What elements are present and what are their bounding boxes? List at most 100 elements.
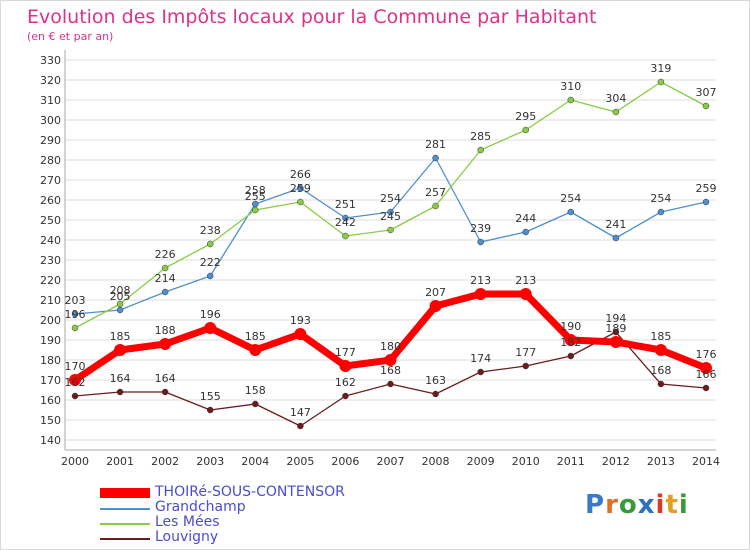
data-labels: 203 205 214 222 258 266 251 254 281 239 244 254 241 2… <box>65 62 717 419</box>
y-tick-label: 250 <box>40 214 61 227</box>
x-tick-label: 2002 <box>151 455 179 468</box>
data-label: 188 <box>155 324 176 337</box>
x-tick-label: 2000 <box>61 455 89 468</box>
data-label: 185 <box>110 330 131 343</box>
x-tick-label: 2001 <box>106 455 134 468</box>
y-tick-label: 230 <box>40 254 61 267</box>
data-point <box>654 344 667 356</box>
x-tick-label: 2008 <box>422 455 450 468</box>
data-point <box>71 310 79 318</box>
data-label: 170 <box>65 360 86 373</box>
data-point <box>657 380 665 388</box>
data-point <box>252 400 259 408</box>
y-tick-label: 140 <box>40 434 61 447</box>
data-label: 164 <box>110 372 131 385</box>
data-point <box>702 384 710 392</box>
legend-item: THOIRé-SOUS-CONTENSOR <box>100 484 400 502</box>
data-label: 162 <box>65 376 86 389</box>
data-label: 259 <box>290 182 311 195</box>
data-point <box>522 126 529 134</box>
data-label: 285 <box>470 130 491 143</box>
x-tick-label: 2004 <box>241 455 269 468</box>
legend-item: Grandchamp <box>100 499 400 517</box>
data-point <box>702 198 710 206</box>
data-point <box>387 380 394 388</box>
y-tick-label: 200 <box>40 314 61 327</box>
data-label: 319 <box>650 62 671 75</box>
data-point <box>477 368 484 376</box>
legend-label: Louvigny <box>155 529 219 545</box>
data-label: 310 <box>560 80 581 93</box>
data-label: 193 <box>290 314 311 327</box>
y-tick-label: 330 <box>40 54 61 67</box>
data-point <box>342 214 349 222</box>
data-label: 281 <box>425 138 446 151</box>
x-tick-label: 2012 <box>602 455 630 468</box>
data-point <box>609 336 622 348</box>
data-label: 251 <box>335 198 356 211</box>
data-label: 196 <box>65 308 86 321</box>
chart-title: Evolution des Impôts locaux pour la Comm… <box>27 6 597 28</box>
data-label: 255 <box>245 190 266 203</box>
y-tick-label: 160 <box>40 394 61 407</box>
data-point <box>522 362 529 370</box>
data-point <box>204 322 217 334</box>
y-tick-label: 180 <box>40 354 61 367</box>
data-label: 203 <box>65 294 86 307</box>
legend-swatch <box>100 488 150 498</box>
axes: 140 150 160 170 180 190 200 210 220 230 240 250 260 2… <box>40 50 720 468</box>
data-label: 258 <box>245 184 266 197</box>
x-tick-label: 2013 <box>647 455 675 468</box>
x-tick-label: 2014 <box>692 455 720 468</box>
data-label: 245 <box>380 210 401 223</box>
data-label: 174 <box>470 352 491 365</box>
legend-item: Louvigny <box>100 529 400 547</box>
legend-swatch <box>100 523 150 525</box>
y-tick-label: 190 <box>40 334 61 347</box>
data-label: 208 <box>110 284 131 297</box>
data-label: 254 <box>650 192 671 205</box>
data-point <box>114 344 127 356</box>
data-label: 168 <box>380 364 401 377</box>
data-point <box>387 208 394 216</box>
data-point <box>69 374 81 386</box>
data-label: 295 <box>515 110 536 123</box>
legend-swatch <box>100 538 150 540</box>
data-label: 213 <box>515 274 536 287</box>
data-point <box>522 228 529 236</box>
y-tick-label: 220 <box>40 274 61 287</box>
chart-subtitle: (en € et par an) <box>27 30 114 43</box>
x-tick-label: 2003 <box>196 455 224 468</box>
legend-label: Grandchamp <box>155 499 246 515</box>
data-label: 196 <box>200 308 221 321</box>
data-label: 194 <box>605 312 626 325</box>
data-point <box>612 108 620 116</box>
data-label: 254 <box>560 192 581 205</box>
data-point <box>206 406 214 414</box>
data-point <box>297 422 304 430</box>
data-point <box>477 146 484 154</box>
x-tick-label: 2009 <box>467 455 495 468</box>
legend-swatch <box>100 508 150 510</box>
y-tick-label: 300 <box>40 114 61 127</box>
x-tick-label: 2007 <box>377 455 405 468</box>
data-label: 185 <box>650 330 671 343</box>
data-label: 190 <box>560 320 581 333</box>
data-point <box>612 328 620 336</box>
data-point <box>252 206 259 214</box>
x-tick-label: 2006 <box>331 455 359 468</box>
data-label: 177 <box>515 346 536 359</box>
data-label: 205 <box>110 290 131 303</box>
data-point <box>477 238 484 246</box>
data-label: 155 <box>200 390 221 403</box>
series-line <box>74 81 707 329</box>
data-label: 176 <box>696 348 717 361</box>
data-point <box>567 96 575 104</box>
data-point <box>116 300 124 308</box>
data-point <box>71 324 79 332</box>
y-tick-label: 320 <box>40 74 61 87</box>
y-tick-label: 280 <box>40 154 61 167</box>
data-label: 162 <box>335 376 356 389</box>
y-tick-label: 290 <box>40 134 61 147</box>
